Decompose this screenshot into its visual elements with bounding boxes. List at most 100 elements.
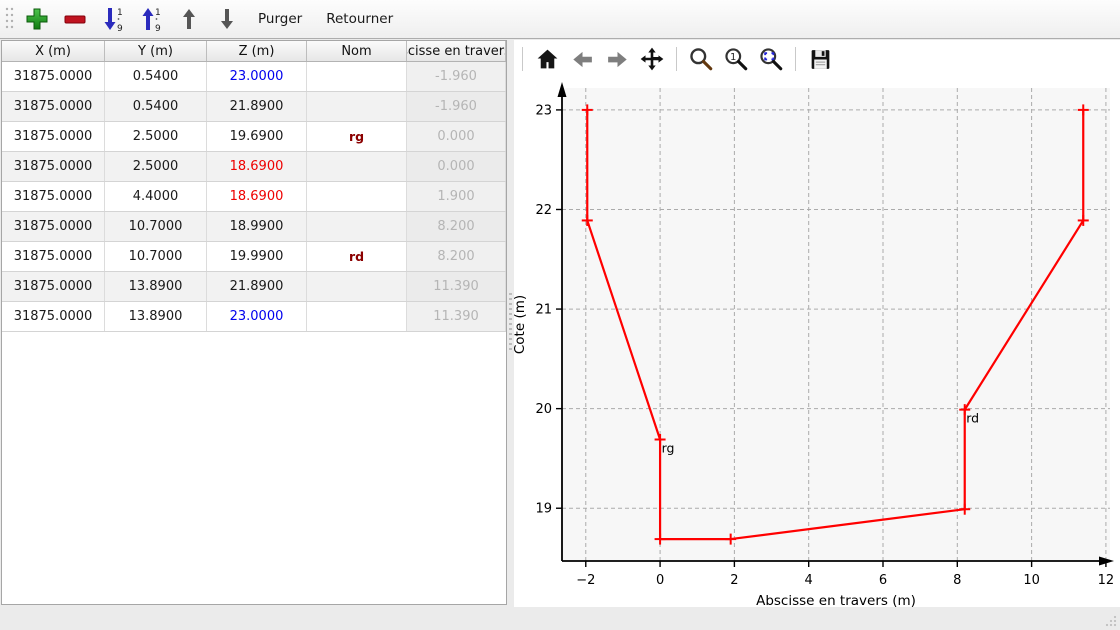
zoom-original-icon: 1 [725, 48, 748, 71]
drag-handle-icon [5, 7, 14, 29]
svg-text:8: 8 [953, 573, 961, 588]
panel-splitter[interactable] [507, 40, 514, 607]
cell-x[interactable]: 31875.0000 [2, 152, 105, 181]
zoom-icon [690, 48, 713, 71]
svg-text:21: 21 [535, 303, 552, 318]
svg-text:rd: rd [966, 411, 979, 426]
retourner-button[interactable]: Retourner [326, 11, 394, 27]
cell-z[interactable]: 18.6900 [207, 152, 307, 181]
remove-row-button[interactable] [58, 3, 92, 35]
svg-text:1: 1 [117, 8, 123, 18]
cell-absc: -1.960 [407, 92, 506, 121]
add-row-button[interactable] [20, 3, 54, 35]
cell-y[interactable]: 0.5400 [105, 62, 207, 91]
cell-z[interactable]: 18.6900 [207, 182, 307, 211]
sort-ascending-button[interactable]: 1 9 [96, 3, 130, 35]
cell-y[interactable]: 10.7000 [105, 212, 207, 241]
cell-nom[interactable] [307, 92, 407, 121]
cell-nom[interactable] [307, 302, 407, 331]
pan-button[interactable] [639, 46, 665, 72]
cell-nom[interactable] [307, 272, 407, 301]
cell-y[interactable]: 13.8900 [105, 302, 207, 331]
status-bar [0, 607, 1120, 630]
cell-absc: 0.000 [407, 152, 506, 181]
cell-z[interactable]: 19.9900 [207, 242, 307, 271]
cell-nom[interactable] [307, 212, 407, 241]
table-row: 31875.0000 2.5000 19.6900 rg 0.000 [2, 122, 506, 152]
cell-x[interactable]: 31875.0000 [2, 182, 105, 211]
cell-y[interactable]: 13.8900 [105, 272, 207, 301]
cell-nom[interactable] [307, 62, 407, 91]
cross-section-plot[interactable]: 19 20 21 22 23 −2 0 2 4 6 8 10 12 Abscisse en travers… [514, 76, 1120, 607]
cell-absc: 0.000 [407, 122, 506, 151]
cell-y[interactable]: 4.4000 [105, 182, 207, 211]
cell-y[interactable]: 10.7000 [105, 242, 207, 271]
plot-toolbar: 1 [520, 44, 833, 74]
sort-ascending-1-9-icon: 1 9 [104, 8, 123, 33]
cell-z[interactable]: 21.8900 [207, 92, 307, 121]
cell-z[interactable]: 18.9900 [207, 212, 307, 241]
column-header[interactable]: X (m) [2, 41, 105, 61]
cell-x[interactable]: 31875.0000 [2, 272, 105, 301]
svg-text:23: 23 [535, 103, 552, 118]
cell-nom[interactable]: rd [307, 242, 407, 271]
cell-y[interactable]: 2.5000 [105, 152, 207, 181]
column-header[interactable]: scisse en travers [407, 41, 506, 61]
sort-descending-1-9-icon: 1 9 [142, 8, 161, 33]
back-view-button[interactable] [569, 46, 595, 72]
svg-text:6: 6 [879, 573, 887, 588]
svg-text:rg: rg [662, 441, 675, 456]
column-header[interactable]: Z (m) [207, 41, 307, 61]
profile-plot-panel: 1 19 2 [514, 40, 1120, 607]
pan-move-icon [640, 47, 664, 71]
cell-absc: 8.200 [407, 212, 506, 241]
svg-text:22: 22 [535, 203, 552, 218]
cell-z[interactable]: 23.0000 [207, 302, 307, 331]
svg-text:Abscisse en travers (m): Abscisse en travers (m) [756, 593, 916, 607]
cell-z[interactable]: 23.0000 [207, 62, 307, 91]
cell-z[interactable]: 21.8900 [207, 272, 307, 301]
toolbar-drag-handle[interactable] [2, 3, 16, 35]
sort-descending-button[interactable]: 1 9 [134, 3, 168, 35]
cell-x[interactable]: 31875.0000 [2, 62, 105, 91]
home-view-button[interactable] [534, 46, 560, 72]
cell-y[interactable]: 0.5400 [105, 92, 207, 121]
svg-text:10: 10 [1023, 573, 1040, 588]
svg-text:0: 0 [656, 573, 664, 588]
table-row: 31875.0000 0.5400 21.8900 -1.960 [2, 92, 506, 122]
splitter-handle-icon [509, 293, 512, 353]
cell-z[interactable]: 19.6900 [207, 122, 307, 151]
cell-x[interactable]: 31875.0000 [2, 242, 105, 271]
cell-x[interactable]: 31875.0000 [2, 122, 105, 151]
zoom-original-button[interactable]: 1 [723, 46, 749, 72]
resize-grip-icon[interactable] [1104, 614, 1118, 628]
svg-text:19: 19 [535, 502, 552, 517]
cell-nom[interactable] [307, 182, 407, 211]
main-toolbar: 1 9 1 9 Purger Retourner [0, 0, 1120, 39]
zoom-button[interactable] [688, 46, 714, 72]
zoom-dynamic-button[interactable] [758, 46, 784, 72]
column-header[interactable]: Y (m) [105, 41, 207, 61]
toolbar-separator [522, 47, 523, 71]
cell-x[interactable]: 31875.0000 [2, 212, 105, 241]
svg-text:1: 1 [155, 8, 161, 18]
cell-x[interactable]: 31875.0000 [2, 92, 105, 121]
cell-nom[interactable] [307, 152, 407, 181]
point-table-body: 31875.0000 0.5400 23.0000 -1.960 31875.0000 0… [2, 62, 506, 332]
forward-view-button[interactable] [604, 46, 630, 72]
purger-button[interactable]: Purger [258, 11, 303, 27]
column-header[interactable]: Nom [307, 41, 407, 61]
svg-text:2: 2 [730, 573, 738, 588]
svg-text:20: 20 [535, 402, 552, 417]
cell-absc: 11.390 [407, 302, 506, 331]
cell-y[interactable]: 2.5000 [105, 122, 207, 151]
save-icon [811, 49, 829, 69]
table-header-row: X (m) Y (m) Z (m) Nom scisse en travers [2, 41, 506, 62]
cell-x[interactable]: 31875.0000 [2, 302, 105, 331]
cell-nom[interactable]: rg [307, 122, 407, 151]
save-figure-button[interactable] [807, 46, 833, 72]
toolbar-separator [676, 47, 677, 71]
move-row-up-button[interactable] [172, 3, 206, 35]
table-row: 31875.0000 10.7000 19.9900 rd 8.200 [2, 242, 506, 272]
move-row-down-button[interactable] [210, 3, 244, 35]
